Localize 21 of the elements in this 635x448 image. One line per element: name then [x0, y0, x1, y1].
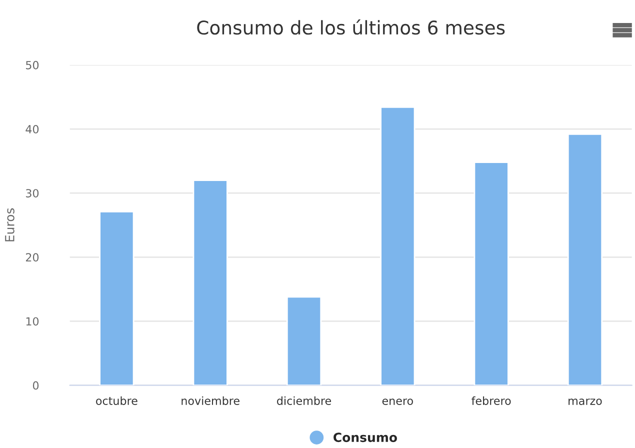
bar: [380, 106, 416, 386]
y-tick-label: 40: [26, 125, 39, 134]
bar: [99, 210, 134, 386]
bar: [474, 162, 509, 386]
y-axis-title: Euros: [5, 208, 14, 242]
y-tick-label: 30: [26, 189, 39, 198]
x-tick-label: noviembre: [182, 396, 240, 405]
x-tick-label: febrero: [472, 396, 511, 405]
x-tick-label: octubre: [96, 396, 138, 405]
bar: [286, 296, 322, 386]
y-tick-label: 0: [32, 381, 39, 390]
bar: [192, 180, 228, 386]
x-tick-label: diciembre: [277, 396, 332, 405]
y-tick-label: 50: [26, 60, 39, 70]
bar: [567, 133, 603, 386]
chart-title: Consumo de los últimos 6 meses: [197, 19, 505, 35]
y-tick-label: 20: [26, 253, 39, 262]
x-tick-label: enero: [382, 398, 413, 405]
y-tick-label: 10: [26, 317, 39, 326]
legend-label: Consumo: [334, 432, 397, 442]
x-tick-label: marzo: [568, 398, 602, 405]
